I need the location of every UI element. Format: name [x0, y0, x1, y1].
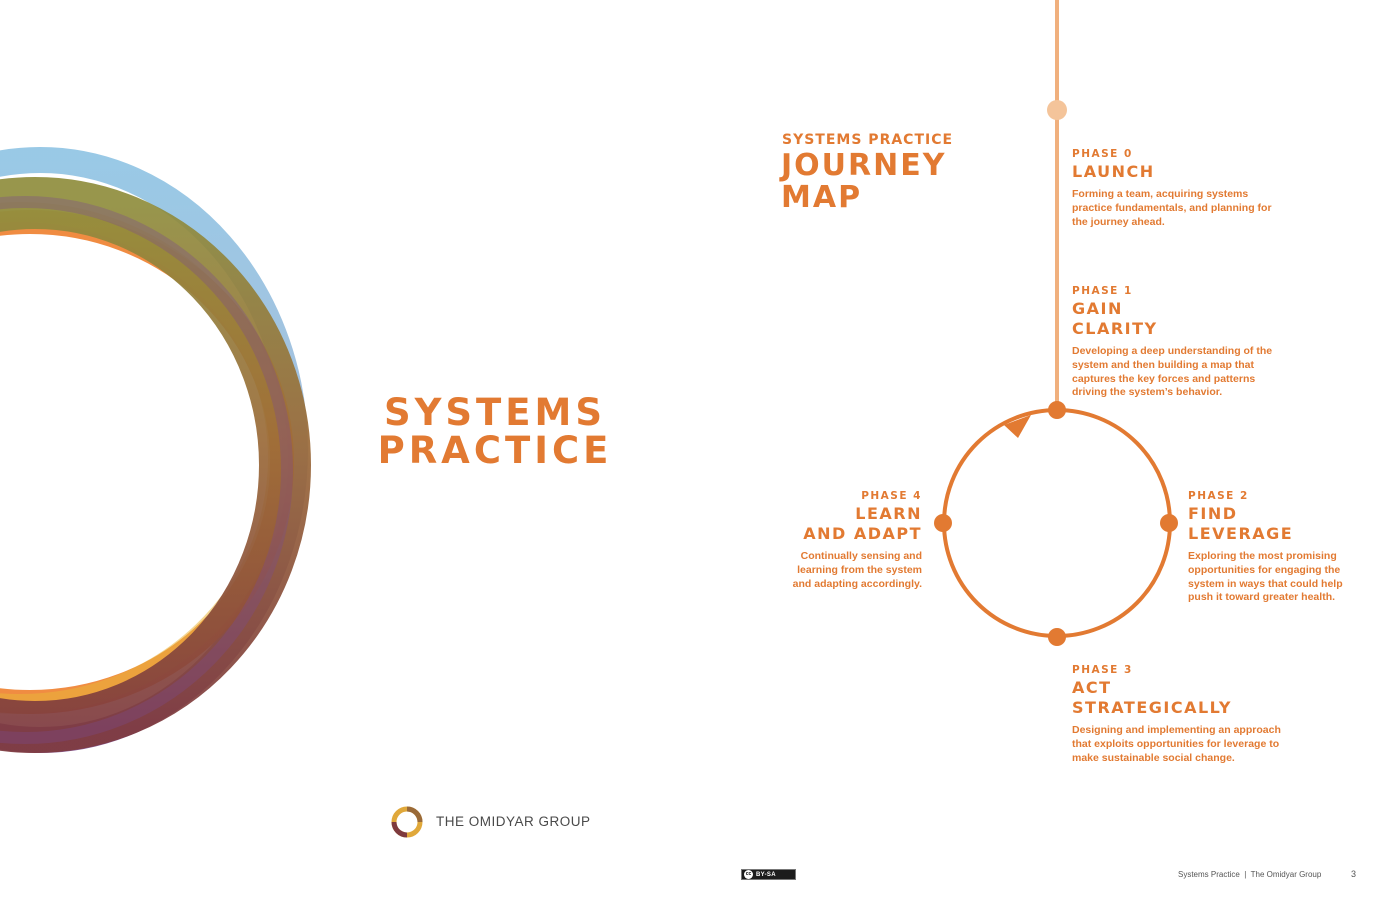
journey-subtitle: SYSTEMS PRACTICE [782, 132, 954, 148]
phase-0-description: Forming a team, acquiring systems practi… [1072, 188, 1272, 228]
phase-4-description: Continually sensing and learning from th… [792, 550, 922, 590]
phase-1-description: Developing a deep understanding of the s… [1072, 345, 1273, 399]
journey-diagram [934, 0, 1178, 646]
cc-icon: cc [744, 870, 753, 879]
phase-4-name: LEARN AND ADAPT [803, 504, 922, 543]
phase-1-name: GAIN CLARITY [1072, 299, 1158, 338]
phase4-node [934, 514, 952, 532]
cc-license-label: BY-SA [756, 871, 776, 878]
journey-title-line2: MAP [781, 180, 863, 215]
phase-2-description: Exploring the most promising opportuniti… [1188, 550, 1343, 604]
main-title: SYSTEMS PRACTICE [360, 394, 630, 470]
phase-0-name: LAUNCH [1072, 162, 1155, 181]
phase-4-number: PHASE 4 [861, 490, 922, 502]
phase-3-description: Designing and implementing an approach t… [1072, 724, 1281, 764]
phase-4: PHASE 4 LEARN AND ADAPT Continually sens… [780, 489, 922, 591]
phase-2-number: PHASE 2 [1188, 490, 1249, 502]
phase-2-name: FIND LEVERAGE [1188, 504, 1294, 543]
cycle-arrow-icon [1004, 415, 1031, 438]
phase0-node [1047, 100, 1067, 120]
cycle-circle [942, 408, 1172, 638]
journey-title: JOURNEY MAP [781, 150, 946, 214]
phase-3-number: PHASE 3 [1072, 664, 1133, 676]
phase-0: PHASE 0 LAUNCH Forming a team, acquiring… [1072, 147, 1282, 229]
cc-license-badge: cc BY-SA [741, 869, 796, 880]
phase-0-number: PHASE 0 [1072, 148, 1133, 160]
ring-artwork [0, 147, 311, 753]
omidyar-logo-mark [391, 806, 423, 838]
phase1-node [1048, 401, 1066, 419]
phase-1-number: PHASE 1 [1072, 285, 1133, 297]
main-title-line2: PRACTICE [377, 429, 613, 472]
journey-title-line1: JOURNEY [781, 148, 947, 183]
phase2-node [1160, 514, 1178, 532]
phase3-node [1048, 628, 1066, 646]
ring-purple [0, 196, 293, 744]
phase-2: PHASE 2 FIND LEVERAGE Exploring the most… [1188, 489, 1348, 605]
footer-text: Systems Practice | The Omidyar Group [1178, 870, 1322, 879]
phase-1: PHASE 1 GAIN CLARITY Developing a deep u… [1072, 284, 1277, 400]
omidyar-logo-text: THE OMIDYAR GROUP [436, 814, 591, 829]
ring-band [0, 177, 311, 753]
page-number: 3 [1351, 869, 1357, 879]
phase-3-name: ACT STRATEGICALLY [1072, 678, 1232, 717]
phase-3: PHASE 3 ACT STRATEGICALLY Designing and … [1072, 663, 1282, 765]
main-title-line1: SYSTEMS [383, 391, 607, 434]
